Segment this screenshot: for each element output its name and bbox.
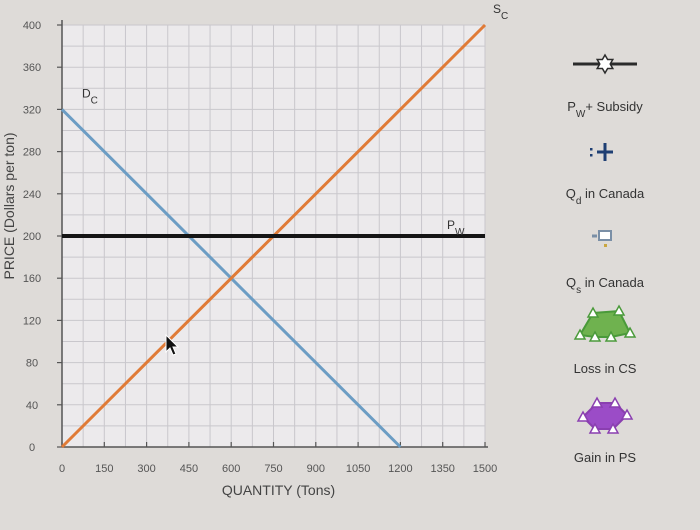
y-tick-label: 240 — [23, 189, 41, 201]
plus-marker-icon — [590, 143, 613, 161]
series-label-world-price: PW — [447, 218, 465, 238]
legend-label: PW+ Subsidy — [567, 99, 643, 120]
legend-item[interactable]: Qd in Canada — [566, 143, 645, 207]
green-polygon-icon — [573, 304, 637, 342]
series-label-supply: SC — [493, 2, 508, 22]
legend-item[interactable]: PW+ Subsidy — [567, 53, 643, 120]
legend-item[interactable]: Qs in Canada — [566, 230, 645, 296]
y-tick-label: 40 — [26, 400, 38, 412]
x-tick-label: 0 — [59, 463, 65, 475]
y-tick-label: 280 — [23, 147, 41, 159]
x-tick-label: 300 — [137, 463, 155, 475]
purple-polygon-icon — [576, 396, 634, 434]
x-tick-label: 750 — [264, 463, 282, 475]
y-tick-label: 0 — [29, 442, 35, 454]
legend-item[interactable]: Gain in PS — [574, 396, 636, 465]
legend-label: Gain in PS — [574, 450, 636, 465]
x-tick-label: 1200 — [388, 463, 412, 475]
legend-label: Qs in Canada — [566, 275, 645, 296]
x-axis-title: QUANTITY (Tons) — [222, 482, 335, 498]
y-tick-label: 120 — [23, 315, 41, 327]
series-label-demand: DC — [82, 86, 98, 106]
y-tick-label: 80 — [26, 358, 38, 370]
mouse-cursor-icon — [165, 333, 180, 356]
x-tick-label: 600 — [222, 463, 240, 475]
star-line-icon — [573, 53, 637, 75]
y-tick-label: 320 — [23, 104, 41, 116]
x-tick-label: 900 — [307, 463, 325, 475]
legend-label: Qd in Canada — [566, 186, 645, 207]
y-axis-title: PRICE (Dollars per ton) — [1, 132, 17, 279]
y-tick-label: 200 — [23, 231, 41, 243]
legend-item[interactable]: Loss in CS — [573, 304, 637, 376]
y-tick-label: 360 — [23, 62, 41, 74]
x-tick-label: 1050 — [346, 463, 370, 475]
x-tick-label: 1500 — [473, 463, 497, 475]
x-tick-label: 450 — [180, 463, 198, 475]
x-tick-label: 150 — [95, 463, 113, 475]
y-tick-label: 160 — [23, 273, 41, 285]
x-tick-label: 1350 — [430, 463, 454, 475]
legend-label: Loss in CS — [574, 361, 637, 376]
y-tick-label: 400 — [23, 20, 41, 32]
square-marker-icon — [592, 230, 612, 247]
